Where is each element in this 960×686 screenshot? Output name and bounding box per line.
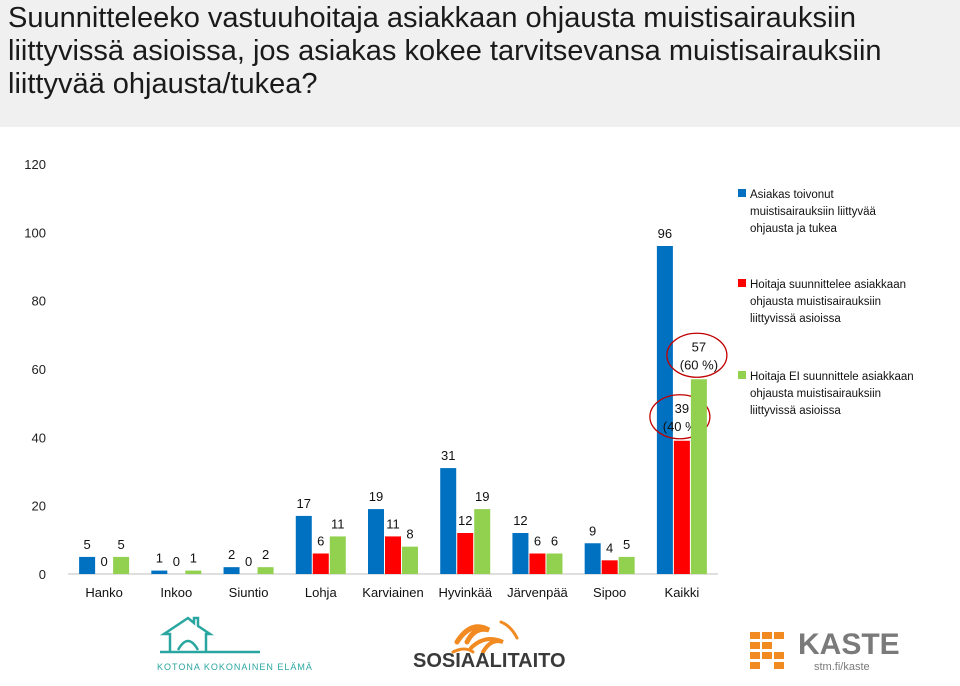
legend-swatch-1	[738, 189, 746, 197]
title-band	[0, 0, 960, 127]
y-tick-label: 0	[39, 567, 46, 582]
kaste-logo: KASTE stm.fi/kaste	[750, 628, 900, 673]
bar-inkoo-s3	[185, 570, 202, 574]
bar-hanko-s3	[113, 556, 130, 574]
data-label: 19	[475, 489, 489, 504]
y-tick-label: 80	[32, 294, 46, 309]
category-label: Siuntio	[229, 585, 269, 600]
category-label: Kaikki	[665, 585, 700, 600]
data-label: 2	[262, 547, 269, 562]
house-icon	[159, 616, 260, 654]
swirl-icon	[451, 620, 519, 654]
bar-järvenpää-s2	[529, 553, 546, 574]
category-label: Sipoo	[593, 585, 626, 600]
category-label: Järvenpää	[507, 585, 568, 600]
category-label: Lohja	[305, 585, 338, 600]
data-label: 6	[534, 534, 541, 549]
bar-sipoo-s2	[601, 560, 618, 574]
bar-lohja-s2	[312, 553, 329, 574]
house-logo: KOTONA KOKONAINEN ELÄMÄ	[157, 616, 313, 672]
category-label: Inkoo	[160, 585, 192, 600]
bar-siuntio-s1	[223, 567, 240, 574]
data-label: 6	[551, 534, 558, 549]
y-tick-label: 40	[32, 430, 46, 445]
data-label: 5	[623, 537, 630, 552]
house-logo-text: KOTONA KOKONAINEN ELÄMÄ	[157, 662, 313, 672]
data-label: 11	[331, 516, 345, 531]
data-label: 12	[513, 513, 527, 528]
bar-siuntio-s3	[257, 567, 274, 574]
data-label: 19	[369, 489, 383, 504]
data-label: 8	[406, 527, 413, 542]
category-label: Hanko	[85, 585, 123, 600]
sosiaalitaito-logo-text: SOSIAALITAITO	[413, 650, 565, 672]
legend-swatch-3	[738, 371, 746, 379]
bar-karviainen-s1	[368, 509, 384, 574]
y-tick-label: 120	[24, 157, 46, 172]
data-label: 11	[386, 516, 400, 531]
bar-järvenpää-s1	[512, 533, 529, 574]
data-label: 0	[245, 554, 252, 569]
bar-sipoo-s1	[584, 543, 601, 574]
bar-karviainen-s3	[402, 546, 418, 574]
bar-lohja-s1	[295, 515, 312, 574]
y-tick-label: 60	[32, 362, 46, 377]
data-label: 0	[100, 554, 107, 569]
bar-kaikki-s1	[656, 246, 673, 574]
bar-kaikki-s3	[690, 379, 707, 574]
bar-inkoo-s1	[151, 570, 168, 574]
highlight-ellipse	[649, 394, 711, 440]
category-label: Hyvinkää	[438, 585, 492, 600]
legend-entry-3: Hoitaja EI suunnittele asiakkaan ohjausta…	[750, 371, 914, 417]
category-label: Karviainen	[362, 585, 423, 600]
data-label: 5	[117, 537, 124, 552]
data-label: 1	[190, 551, 197, 566]
footer-logos: KOTONA KOKONAINEN ELÄMÄ SOSIAALITAITO KA…	[0, 612, 960, 686]
kaste-logo-text: KASTE	[798, 628, 900, 661]
bar-kaikki-s2	[673, 440, 690, 574]
data-label: 57 (60 %)	[680, 339, 718, 372]
kaste-logo-subtext: stm.fi/kaste	[814, 661, 870, 673]
bar-hyvinkää-s3	[474, 509, 491, 574]
y-tick-label: 100	[24, 225, 46, 240]
bar-hyvinkää-s2	[457, 533, 474, 574]
bar-hanko-s1	[79, 556, 96, 574]
bar-järvenpää-s3	[546, 553, 563, 574]
legend-swatch-2	[738, 279, 746, 287]
bar-lohja-s3	[329, 536, 346, 574]
y-tick-label: 20	[32, 499, 46, 514]
sosiaalitaito-logo: SOSIAALITAITO	[413, 620, 565, 672]
data-label: 4	[606, 540, 613, 555]
bar-hyvinkää-s1	[440, 468, 457, 574]
data-label: 5	[83, 537, 90, 552]
highlight-ellipse	[666, 332, 728, 378]
data-label: 96	[658, 226, 672, 241]
chart-title: Suunnitteleeko vastuuhoitaja asiakkaan o…	[8, 2, 882, 100]
data-label: 0	[173, 554, 180, 569]
data-label: 12	[458, 513, 472, 528]
data-label: 6	[317, 534, 324, 549]
data-label: 9	[589, 523, 596, 538]
legend-entry-1: Asiakas toivonut muistisairauksiin liitty…	[750, 189, 877, 235]
legend-entry-2: Hoitaja suunnittelee asiakkaan ohjausta m…	[750, 279, 906, 325]
data-label: 2	[228, 547, 235, 562]
data-label: 17	[297, 496, 311, 511]
bar-sipoo-s3	[618, 556, 635, 574]
kaste-mark-icon	[750, 632, 784, 669]
data-label: 31	[441, 448, 455, 463]
bar-karviainen-s2	[385, 536, 401, 574]
data-label: 1	[156, 551, 163, 566]
